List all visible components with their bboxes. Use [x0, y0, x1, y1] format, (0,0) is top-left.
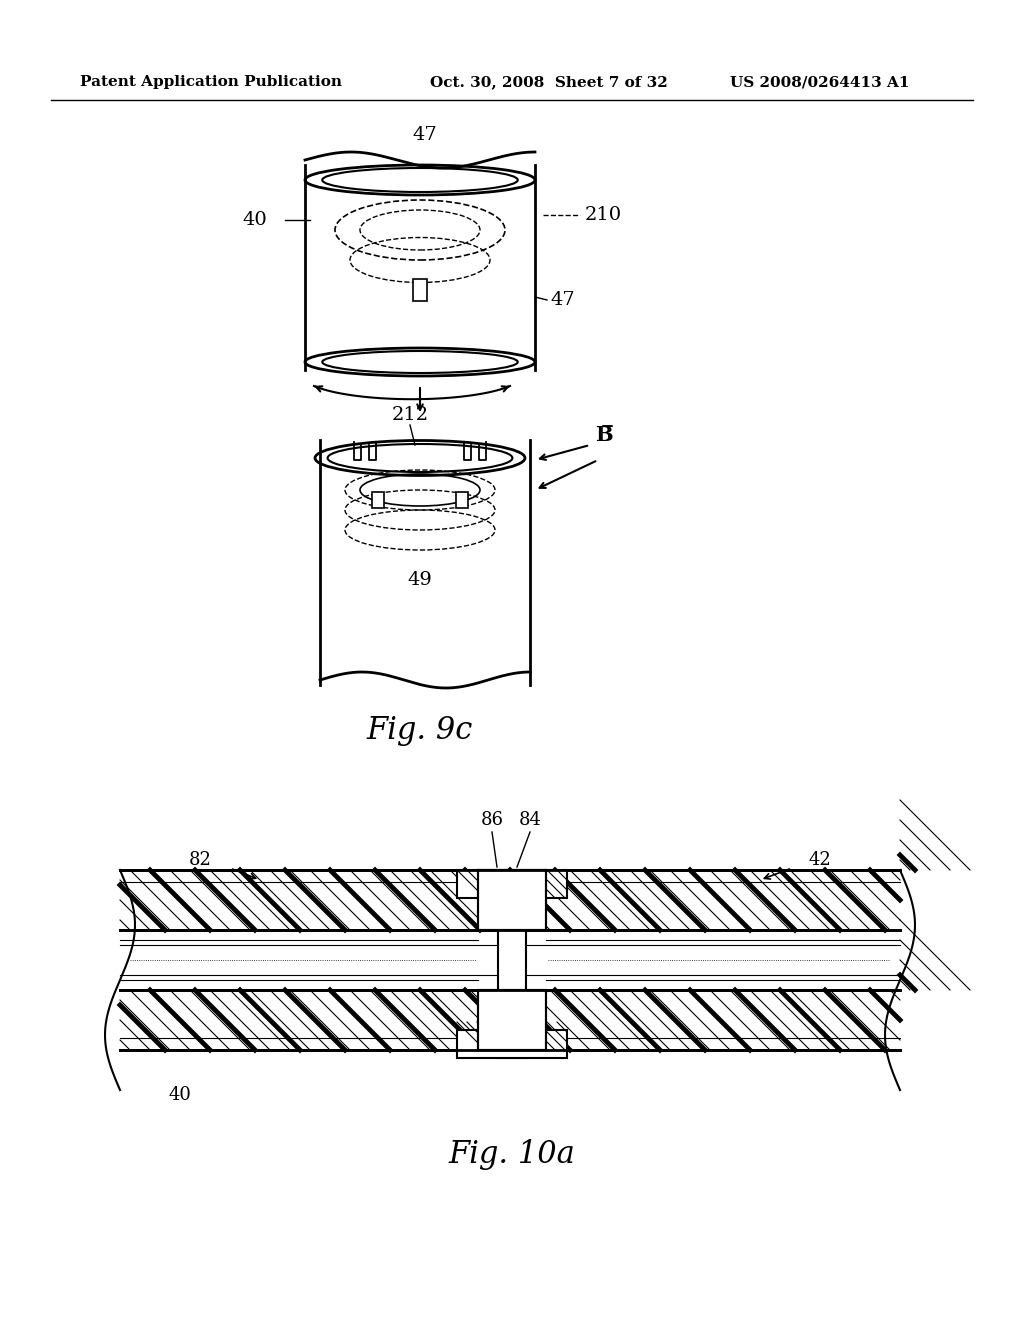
Text: 47: 47 [550, 290, 574, 309]
Bar [498, 898, 526, 1059]
Text: Fig. 9c: Fig. 9c [367, 714, 473, 746]
Text: B̅: B̅ [595, 425, 612, 445]
Bar [478, 870, 546, 931]
Bar [478, 990, 546, 1049]
Text: Patent Application Publication: Patent Application Publication [80, 75, 342, 88]
Bar [457, 1030, 567, 1059]
FancyBboxPatch shape [413, 279, 427, 301]
Bar [372, 492, 384, 508]
Text: 42: 42 [809, 851, 831, 869]
Bar [456, 492, 468, 508]
Text: 84: 84 [518, 810, 542, 829]
Text: 86: 86 [480, 810, 504, 829]
Text: 82: 82 [188, 851, 211, 869]
Text: Fig. 10a: Fig. 10a [449, 1139, 575, 1171]
Text: Oct. 30, 2008  Sheet 7 of 32: Oct. 30, 2008 Sheet 7 of 32 [430, 75, 668, 88]
Bar [457, 870, 567, 898]
Text: 212: 212 [391, 407, 429, 424]
Text: 210: 210 [585, 206, 623, 224]
Text: 40: 40 [243, 211, 267, 228]
Text: 49: 49 [408, 572, 432, 589]
Text: US 2008/0264413 A1: US 2008/0264413 A1 [730, 75, 909, 88]
Text: 40: 40 [169, 1086, 191, 1104]
Text: 47: 47 [413, 125, 437, 144]
